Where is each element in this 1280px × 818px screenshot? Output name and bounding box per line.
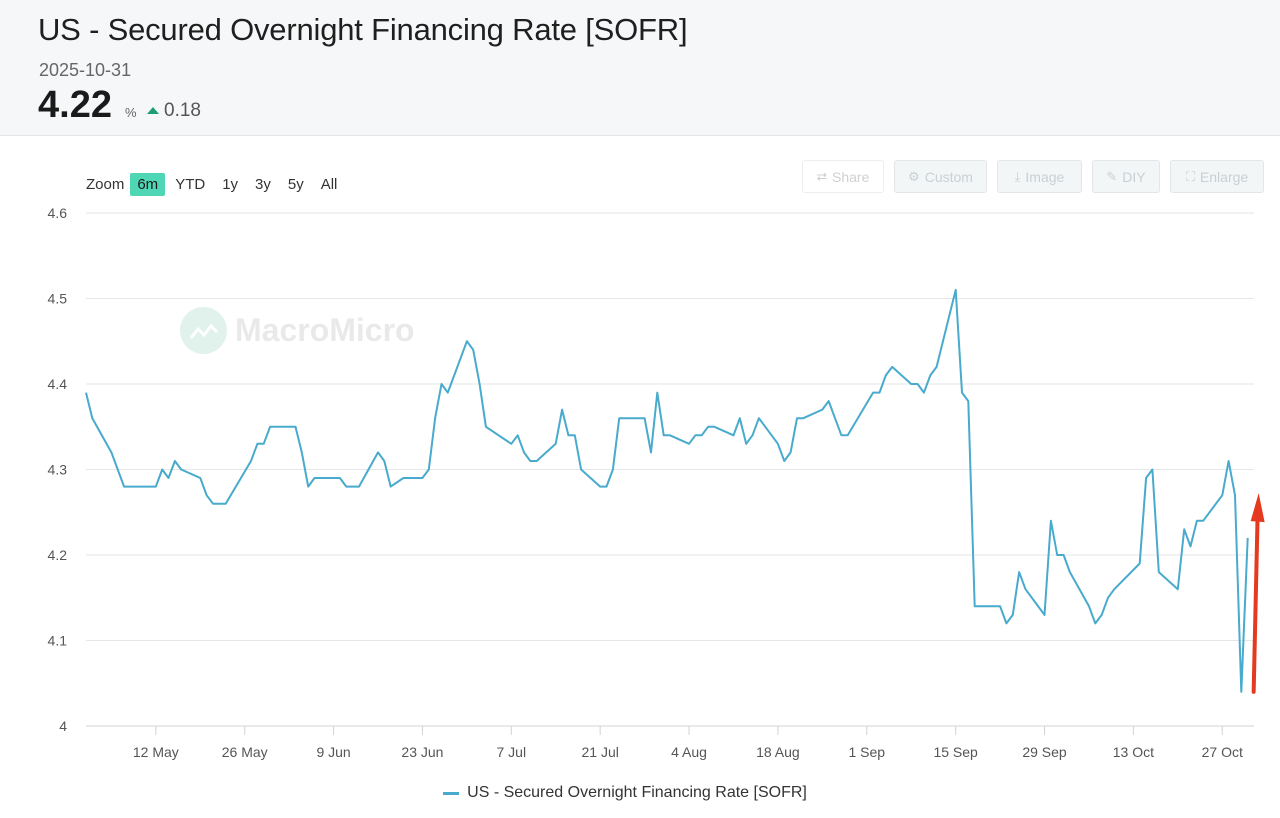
share-button[interactable]: ⮂ Share xyxy=(802,160,884,193)
latest-value: 4.22 xyxy=(38,84,112,126)
custom-label: Custom xyxy=(924,168,973,185)
chart-legend[interactable]: US - Secured Overnight Financing Rate [S… xyxy=(0,784,1280,802)
x-tick-label: 1 Sep xyxy=(848,744,885,760)
share-icon: ⮂ xyxy=(816,168,828,184)
zoom-label: Zoom xyxy=(86,175,125,193)
enlarge-label: Enlarge xyxy=(1199,168,1249,185)
download-icon: ⤓ xyxy=(1014,168,1021,184)
diy-button[interactable]: ✎ DIY xyxy=(1092,160,1160,193)
share-label: Share xyxy=(832,168,870,185)
y-tick-label: 4.5 xyxy=(48,291,68,307)
x-tick-label: 18 Aug xyxy=(756,744,800,760)
red-arrow-head-icon xyxy=(1250,493,1265,523)
enlarge-button[interactable]: ⛶ Enlarge xyxy=(1170,160,1264,193)
x-tick-label: 7 Jul xyxy=(497,744,527,760)
series-layer xyxy=(85,288,1249,693)
watermark: MacroMicro xyxy=(180,307,415,354)
value-unit: % xyxy=(125,105,137,120)
x-tick-label: 26 May xyxy=(222,744,268,760)
zoom-6m-button[interactable]: 6m xyxy=(130,172,166,196)
expand-icon: ⛶ xyxy=(1185,168,1195,184)
header: US - Secured Overnight Financing Rate [S… xyxy=(0,0,1280,136)
logo-glyph xyxy=(189,323,218,339)
change-value: 0.18 xyxy=(164,100,201,121)
y-axis-labels: 4 4.1 4.2 4.3 4.4 4.5 4.6 xyxy=(48,205,68,734)
y-tick-label: 4 xyxy=(59,718,67,734)
macromicro-logo-icon xyxy=(180,307,227,354)
zoom-bar: Zoom 6m YTD 1y 3y 5y All xyxy=(86,171,347,197)
up-triangle-icon xyxy=(147,106,159,114)
watermark-text: MacroMicro xyxy=(235,312,415,348)
custom-button[interactable]: ⚙ Custom xyxy=(894,160,987,193)
image-label: Image xyxy=(1025,168,1065,185)
x-tick-label: 9 Jun xyxy=(316,744,350,760)
x-tick-label: 27 Oct xyxy=(1202,744,1243,760)
x-tick-label: 29 Sep xyxy=(1022,744,1067,760)
x-tick-label: 23 Jun xyxy=(401,744,443,760)
grid-lines xyxy=(86,212,1254,727)
zoom-5y-button[interactable]: 5y xyxy=(287,175,304,193)
x-axis: 12 May 26 May 9 Jun 23 Jun 7 Jul 21 Jul 4 Aug 1… xyxy=(133,726,1243,760)
zoom-3y-button[interactable]: 3y xyxy=(255,175,271,193)
y-tick-label: 4.4 xyxy=(48,376,68,392)
image-button[interactable]: ⤓ Image xyxy=(997,160,1082,193)
zoom-1y-button[interactable]: 1y xyxy=(222,175,239,193)
x-tick-label: 4 Aug xyxy=(671,744,707,760)
y-tick-label: 4.1 xyxy=(48,633,68,649)
red-arrow-shaft xyxy=(1251,511,1260,694)
y-tick-label: 4.3 xyxy=(48,462,68,478)
y-tick-label: 4.6 xyxy=(48,205,68,221)
latest-date: 2025-10-31 xyxy=(39,60,132,80)
toolbar: ⮂ Share ⚙ Custom ⤓ Image ✎ DIY ⛶ Enlarge xyxy=(802,160,1264,193)
change-indicator: 0.18 xyxy=(147,100,201,122)
annotation-layer xyxy=(1250,493,1265,694)
gear-icon: ⚙ xyxy=(908,168,920,184)
y-tick-label: 4.2 xyxy=(48,547,68,563)
x-tick-label: 13 Oct xyxy=(1113,744,1154,760)
legend-line-swatch xyxy=(443,791,460,795)
zoom-all-button[interactable]: All xyxy=(320,175,338,193)
series-line xyxy=(85,288,1249,693)
x-tick-label: 12 May xyxy=(133,744,179,760)
zoom-ytd-button[interactable]: YTD xyxy=(175,175,206,193)
page-title: US - Secured Overnight Financing Rate [S… xyxy=(38,12,688,47)
x-tick-label: 15 Sep xyxy=(933,744,978,760)
x-tick-label: 21 Jul xyxy=(581,744,618,760)
legend-label: US - Secured Overnight Financing Rate [S… xyxy=(467,784,807,801)
pencil-icon: ✎ xyxy=(1106,168,1118,184)
diy-label: DIY xyxy=(1122,168,1146,185)
